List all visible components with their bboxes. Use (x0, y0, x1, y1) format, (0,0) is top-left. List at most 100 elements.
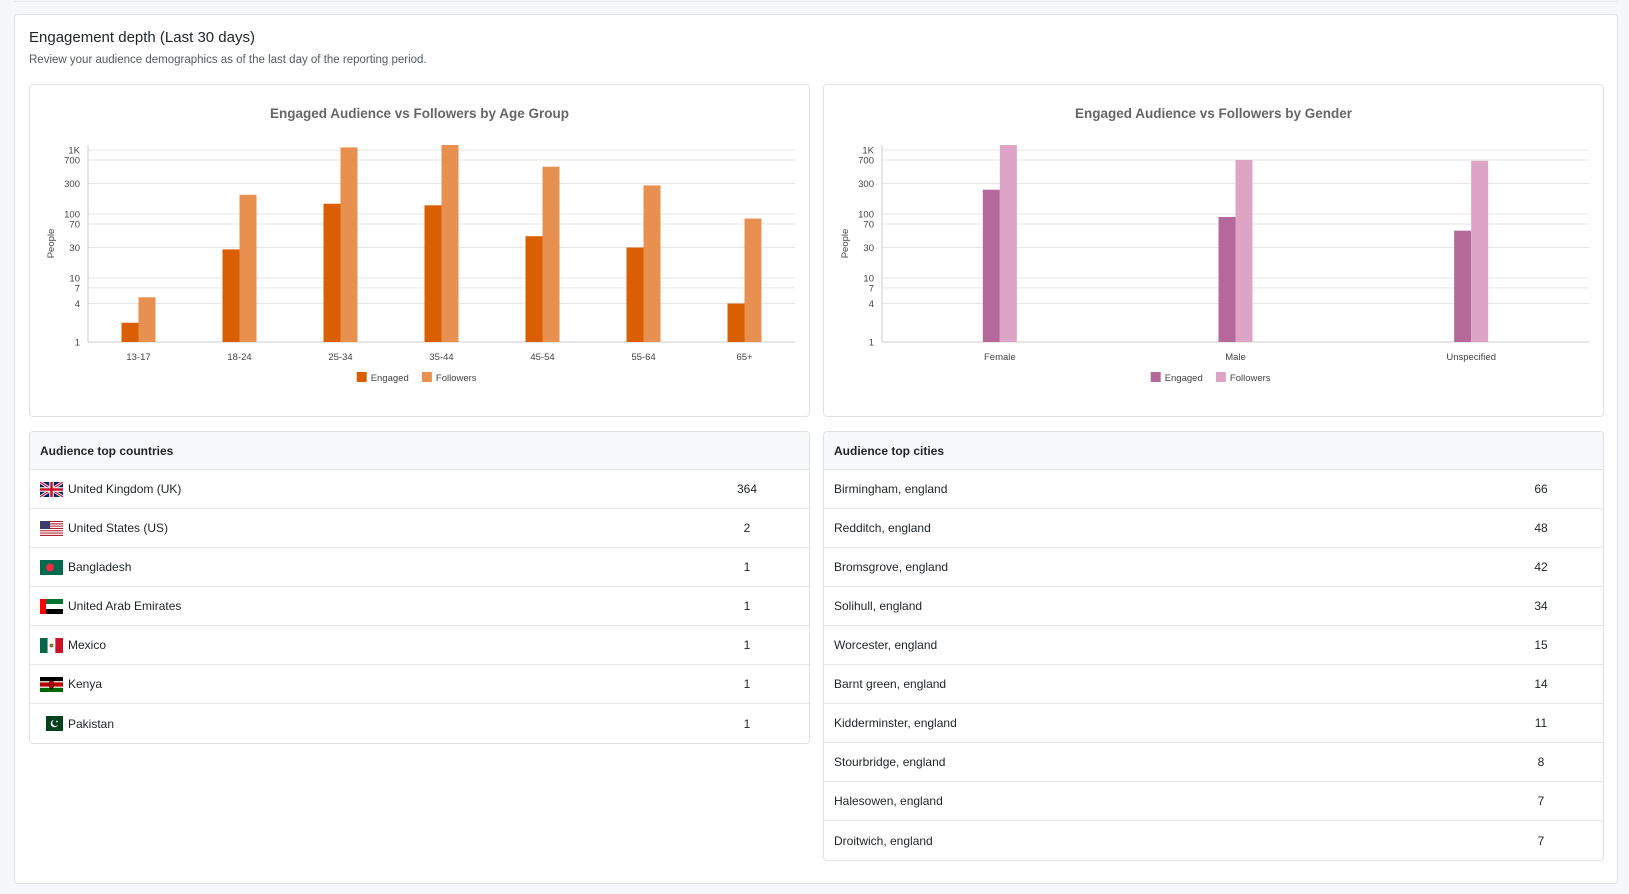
city-row: Redditch, england 48 (824, 509, 1603, 548)
chart-legend: Engaged Followers (356, 372, 477, 384)
legend-swatch-engaged[interactable] (356, 372, 367, 382)
country-row: Kenya 1 (30, 665, 809, 704)
chart-legend: Engaged Followers (1150, 372, 1271, 384)
country-row: Mexico 1 (30, 626, 809, 665)
city-row: Kidderminster, england 11 (824, 704, 1603, 743)
country-count: 1 (743, 677, 751, 691)
bar-engaged-35-44[interactable] (424, 205, 442, 342)
city-row: Halesowen, england 7 (824, 782, 1603, 821)
bar-followers-18-24[interactable] (239, 194, 257, 342)
bar-engaged-male[interactable] (1218, 216, 1236, 342)
country-count: 1 (743, 638, 751, 652)
bar-followers-25-34[interactable] (340, 147, 358, 342)
city-row: Solihull, england 34 (824, 587, 1603, 626)
y-tick-label: 1K (68, 146, 80, 157)
city-name: Halesowen, england (834, 794, 943, 808)
y-tick-label: 300 (64, 179, 80, 190)
top-countries-rows: United Kingdom (UK) 364 United States (US)… (30, 470, 809, 743)
city-count: 42 (1534, 560, 1548, 574)
flag-ke-icon (40, 676, 68, 692)
country-name-cell: United Arab Emirates (40, 598, 717, 614)
city-name: Redditch, england (834, 521, 931, 535)
y-tick-label: 7 (869, 283, 874, 294)
country-count: 1 (743, 560, 751, 574)
country-row: United Arab Emirates 1 (30, 587, 809, 626)
section-title: Engagement depth (Last 30 days) (29, 29, 255, 46)
bar-engaged-unspecified[interactable] (1454, 230, 1472, 342)
legend-label-engaged[interactable]: Engaged (1165, 373, 1203, 384)
x-tick-label: 25-34 (328, 352, 352, 363)
country-name-cell: United Kingdom (UK) (40, 481, 717, 497)
y-tick-label: 30 (69, 243, 80, 254)
bar-engaged-25-34[interactable] (323, 203, 341, 342)
city-count: 8 (1537, 755, 1545, 769)
top-cities-header: Audience top cities (824, 432, 1603, 470)
bar-followers-female[interactable] (999, 145, 1017, 342)
top-divider (14, 0, 1617, 2)
y-axis-label: People (46, 229, 57, 259)
bar-engaged-45-54[interactable] (525, 236, 543, 342)
legend-label-engaged[interactable]: Engaged (371, 373, 409, 384)
bar-followers-male[interactable] (1235, 159, 1253, 342)
legend-swatch-followers[interactable] (1215, 372, 1226, 382)
bar-followers-unspecified[interactable] (1471, 160, 1489, 342)
bar-followers-65+[interactable] (744, 218, 762, 342)
bar-engaged-13-17[interactable] (121, 322, 139, 342)
city-count: 11 (1534, 716, 1548, 730)
country-name-cell: Mexico (40, 637, 717, 653)
city-count: 14 (1534, 677, 1548, 691)
bar-followers-45-54[interactable] (542, 166, 560, 342)
y-tick-label: 70 (863, 219, 874, 230)
x-tick-label: Male (1225, 352, 1246, 363)
y-tick-label: 70 (69, 219, 80, 230)
city-count: 66 (1534, 482, 1548, 496)
bar-engaged-18-24[interactable] (222, 249, 240, 342)
y-tick-label: 700 (858, 155, 874, 166)
bar-followers-13-17[interactable] (138, 297, 156, 342)
city-row: Bromsgrove, england 42 (824, 548, 1603, 587)
country-name: Pakistan (68, 716, 115, 731)
flag-bd-icon (40, 559, 68, 575)
country-row: Pakistan 1 (30, 704, 809, 743)
country-name: United States (US) (68, 521, 169, 535)
city-count: 34 (1534, 599, 1548, 613)
x-tick-label: 45-54 (530, 352, 554, 363)
y-tick-label: 700 (64, 155, 80, 166)
top-cities-table: Audience top cities Birmingham, england 6… (823, 431, 1604, 861)
bar-engaged-65+[interactable] (727, 303, 745, 342)
legend-swatch-followers[interactable] (421, 372, 432, 382)
city-count: 15 (1534, 638, 1548, 652)
country-name-cell: Bangladesh (40, 559, 717, 575)
city-count: 7 (1537, 833, 1545, 848)
x-tick-label: 65+ (736, 352, 753, 363)
y-axis-label: People (840, 229, 851, 259)
age-group-chart-card: Engaged Audience vs Followers by Age Gro… (29, 84, 810, 417)
country-count: 1 (743, 716, 751, 731)
legend-label-followers[interactable]: Followers (1230, 373, 1271, 384)
top-countries-table: Audience top countries United Kingdom (U… (29, 431, 810, 744)
country-name-cell: Kenya (40, 676, 717, 692)
city-name: Birmingham, england (834, 482, 948, 496)
legend-swatch-engaged[interactable] (1150, 372, 1161, 382)
x-tick-label: 35-44 (429, 352, 453, 363)
country-count: 2 (743, 521, 751, 535)
bar-engaged-55-64[interactable] (626, 247, 644, 342)
y-tick-label: 100 (64, 210, 80, 221)
bar-followers-55-64[interactable] (643, 185, 661, 342)
bar-engaged-female[interactable] (982, 189, 1000, 342)
city-count: 7 (1537, 794, 1545, 808)
x-tick-label: Female (984, 352, 1016, 363)
bar-followers-35-44[interactable] (441, 145, 459, 342)
flag-us-icon (40, 520, 68, 536)
country-name: Mexico (68, 638, 107, 652)
country-count: 1 (743, 599, 751, 613)
legend-label-followers[interactable]: Followers (436, 373, 477, 384)
country-count: 364 (736, 482, 758, 496)
section-subtitle: Review your audience demographics as of … (29, 54, 427, 66)
city-name: Stourbridge, england (834, 755, 946, 769)
country-name: United Arab Emirates (68, 599, 182, 613)
city-name: Droitwich, england (834, 833, 933, 848)
gender-chart-card: Engaged Audience vs Followers by Gender P… (823, 84, 1604, 417)
y-tick-label: 1 (869, 338, 874, 349)
city-row: Stourbridge, england 8 (824, 743, 1603, 782)
